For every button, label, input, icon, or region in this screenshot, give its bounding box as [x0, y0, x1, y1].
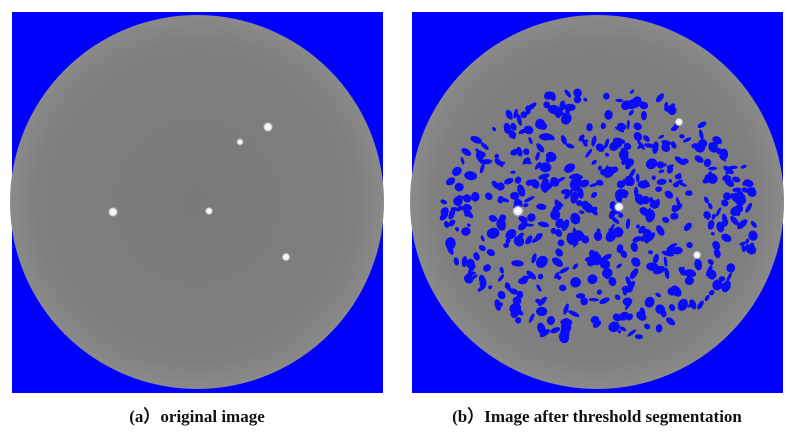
bright-spot — [692, 250, 702, 260]
caption: (b）Image after threshold segmentation — [407, 402, 787, 427]
bright-spot — [107, 206, 118, 217]
bright-spot — [205, 207, 214, 216]
bright-spot — [674, 117, 684, 127]
figure: (a）original image (b）Image after thresho… — [0, 0, 787, 432]
bright-spot — [512, 205, 525, 218]
caption: (a）original image — [7, 402, 387, 427]
bright-spot — [262, 121, 273, 132]
bright-spot — [236, 138, 244, 146]
phantom — [10, 15, 384, 389]
figure-images — [0, 0, 787, 400]
bright-spot — [613, 201, 624, 212]
bright-spot — [281, 252, 291, 262]
speckle — [586, 123, 592, 131]
speckle — [495, 302, 503, 307]
